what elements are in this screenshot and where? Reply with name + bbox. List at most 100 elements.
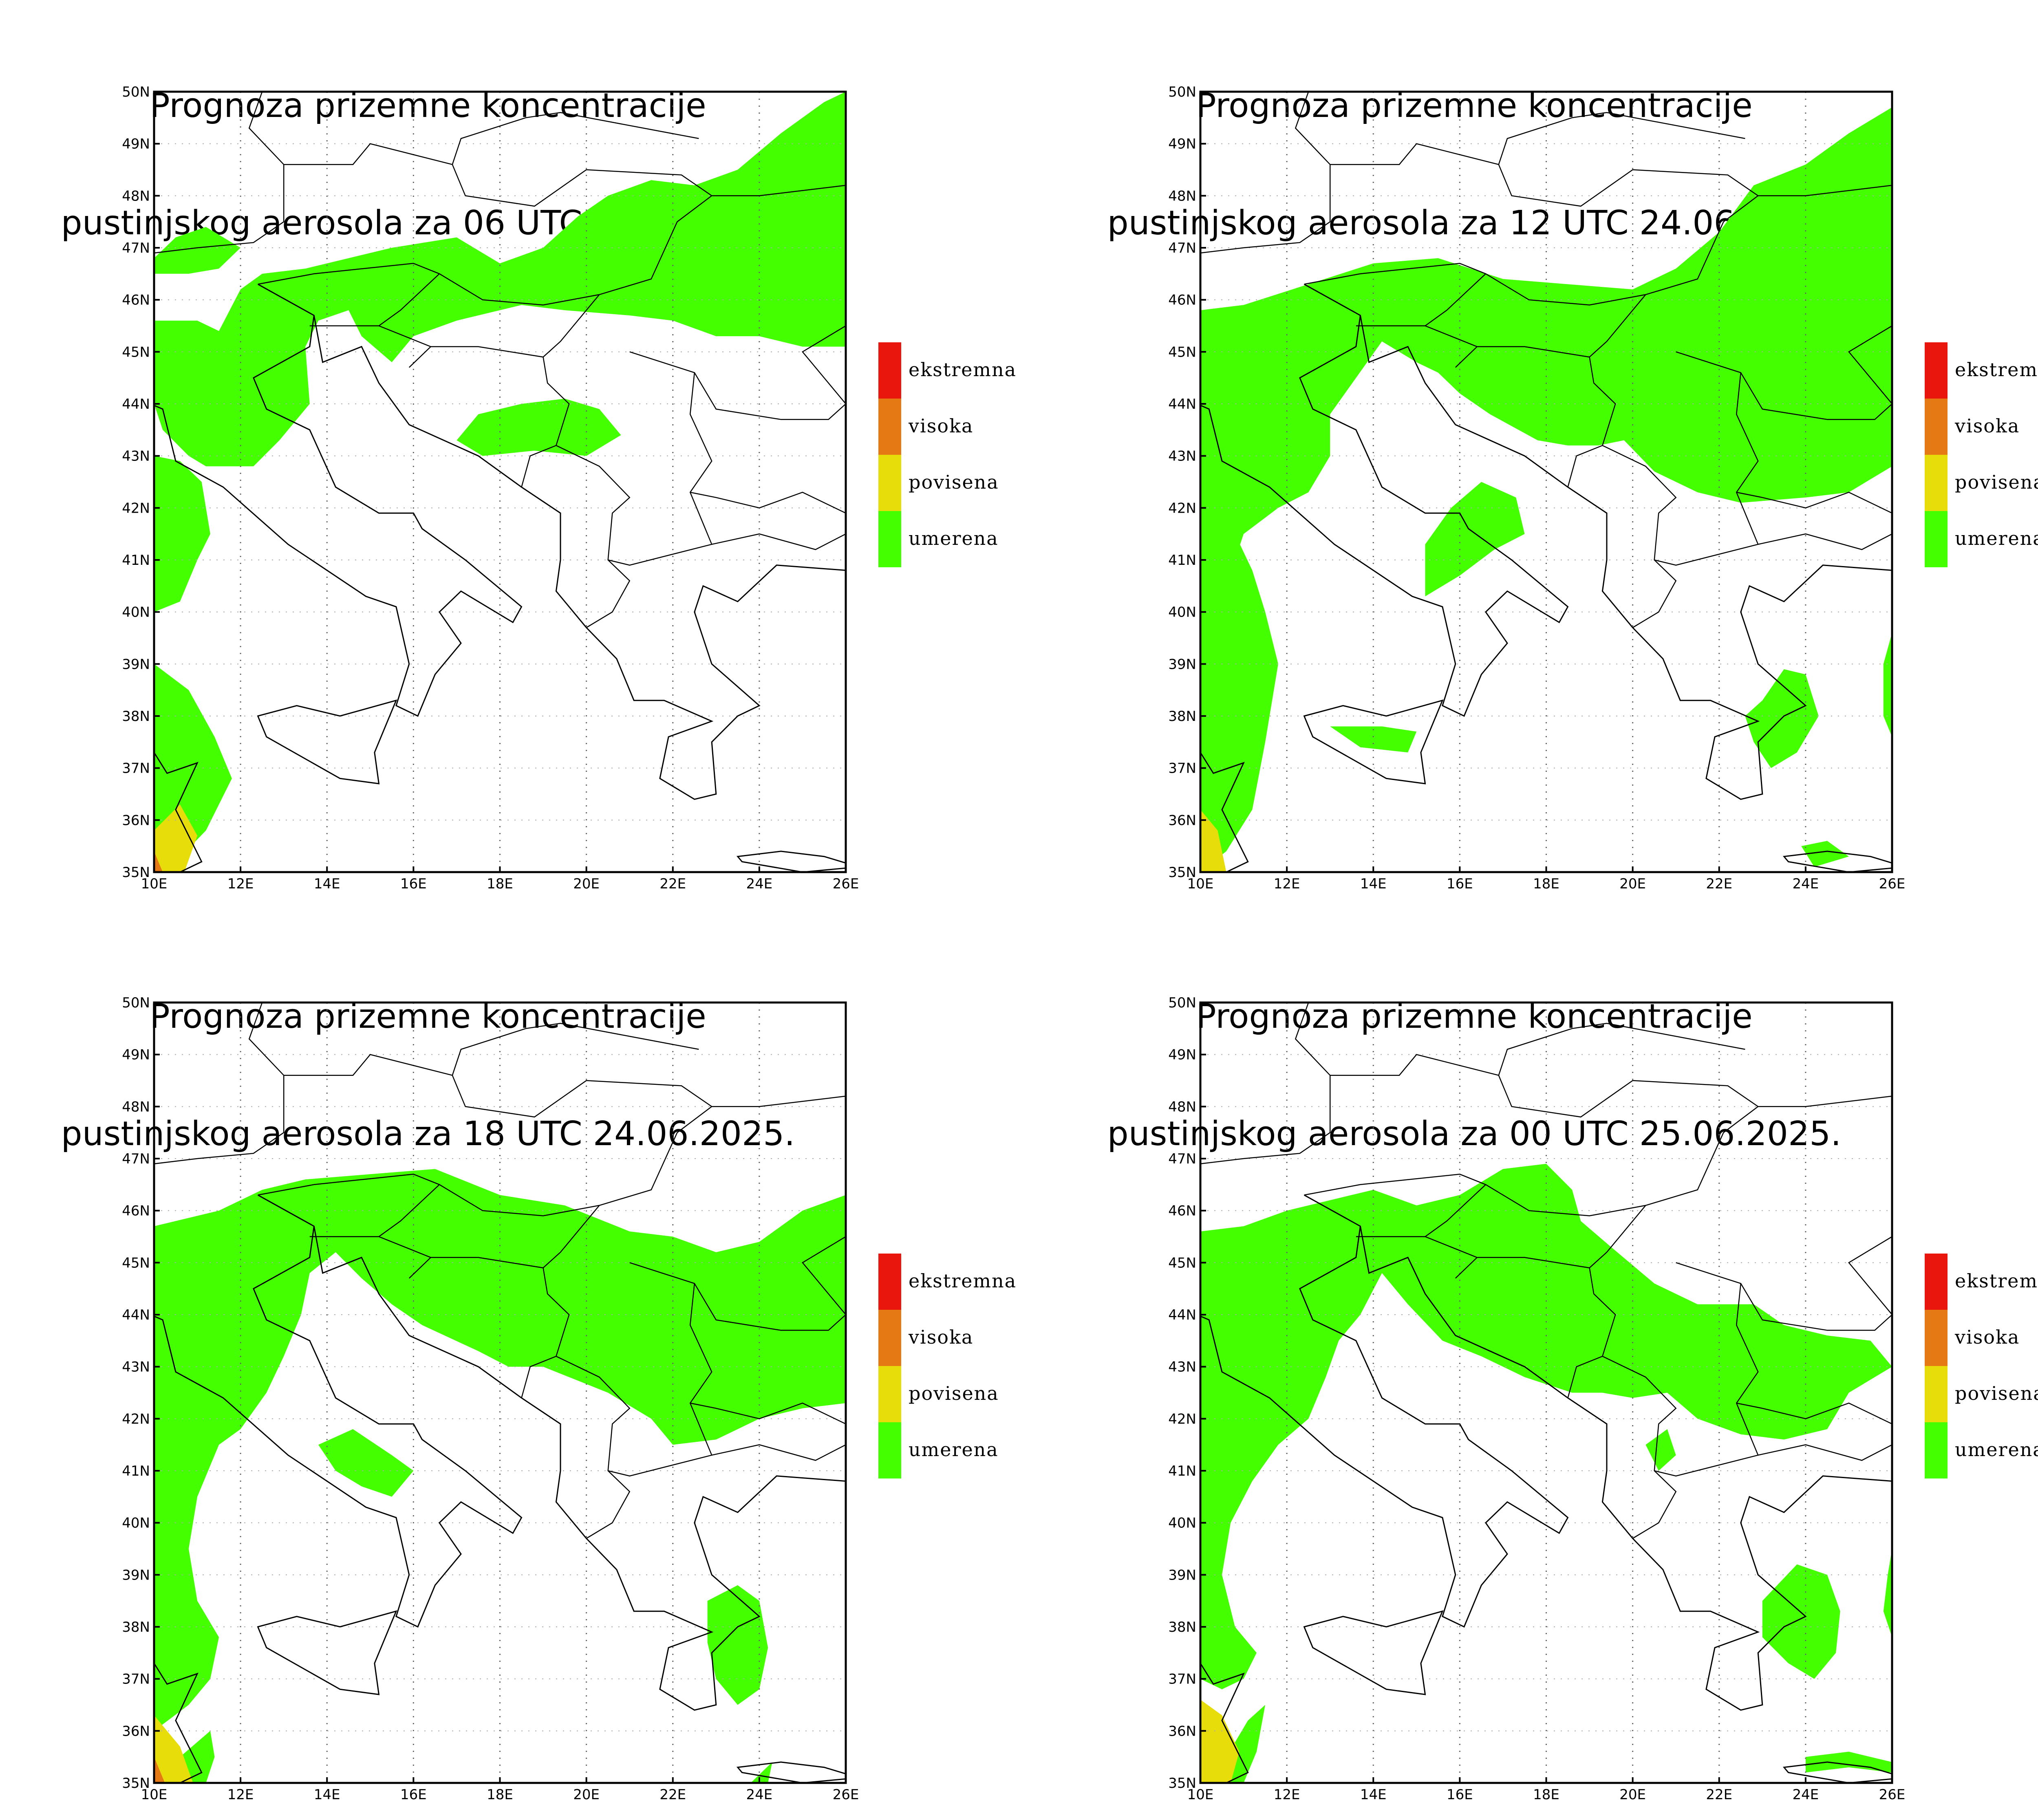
- lat-tick-label: 40N: [1168, 1515, 1196, 1531]
- country-border: [1654, 533, 1892, 566]
- country-border: [1602, 445, 1677, 628]
- coastline: [154, 1663, 203, 1783]
- lat-tick-label: 39N: [1168, 656, 1196, 672]
- lat-tick-label: 42N: [1168, 1411, 1196, 1427]
- country-border: [802, 325, 846, 404]
- lat-tick-label: 47N: [122, 240, 150, 256]
- lon-tick-label: 12E: [1274, 876, 1300, 892]
- country-border: [1200, 1003, 1331, 1165]
- lon-tick-label: 26E: [833, 1787, 859, 1803]
- lat-tick-label: 48N: [1168, 188, 1196, 204]
- country-border: [1736, 372, 1759, 545]
- lat-tick-label: 49N: [1168, 1047, 1196, 1063]
- lon-tick-label: 20E: [573, 876, 600, 892]
- forecast-map: 10E 12E 14E 16E 18E 20E 22E 24E 26E 35N 36N 37N 38N 3…: [1144, 84, 1906, 892]
- map-panel-3: Prognoza prizemne koncentracije pustinjs…: [0, 910, 1046, 1820]
- legend-label-ekstremna: ekstremna: [909, 359, 1017, 381]
- legend-swatch-visoka: [1925, 1310, 1948, 1366]
- coastline: [1200, 1194, 1569, 1628]
- country-border: [690, 1402, 846, 1425]
- lon-tick-label: 18E: [1533, 1787, 1559, 1803]
- povisena-area: [1200, 1699, 1240, 1783]
- lat-tick-label: 48N: [1168, 1099, 1196, 1115]
- legend-label-visoka: visoka: [1955, 1326, 2020, 1348]
- island-outline: [98, 456, 137, 539]
- lat-tick-label: 35N: [1168, 864, 1196, 881]
- lon-tick-label: 24E: [1793, 876, 1819, 892]
- legend-swatch-ekstremna: [1925, 342, 1948, 399]
- country-border: [284, 143, 846, 207]
- lon-tick-label: 12E: [227, 876, 254, 892]
- coastline: [313, 1226, 846, 1711]
- lat-tick-label: 40N: [122, 604, 150, 621]
- legend-swatch-povisena: [878, 455, 901, 511]
- umerena-area: [1762, 1564, 1840, 1679]
- lon-tick-label: 10E: [1187, 1787, 1214, 1803]
- legend-swatch-ekstremna: [878, 1254, 901, 1310]
- forecast-map: 10E 12E 14E 16E 18E 20E 22E 24E 26E 35N 36N 37N 38N 3…: [1144, 995, 1905, 1803]
- country-border: [1200, 92, 1331, 254]
- legend-label-visoka: visoka: [1955, 415, 2020, 437]
- country-border: [1498, 112, 1745, 165]
- lat-tick-label: 36N: [1168, 812, 1196, 828]
- country-border: [629, 351, 846, 420]
- lat-tick-label: 40N: [122, 1515, 150, 1531]
- legend-label-ekstremna: ekstremna: [1955, 1270, 2038, 1292]
- map-panel-4: Prognoza prizemne koncentracije pustinjs…: [1046, 910, 2038, 1820]
- lat-tick-label: 44N: [1168, 1307, 1196, 1323]
- island-outline: [1144, 456, 1183, 539]
- legend-swatch-umerena: [878, 1422, 901, 1478]
- coastline: [1200, 284, 1569, 717]
- lat-tick-label: 40N: [1168, 604, 1196, 621]
- country-border: [1589, 294, 1646, 358]
- lat-tick-label: 41N: [122, 1463, 150, 1479]
- lat-tick-label: 39N: [1168, 1567, 1196, 1583]
- country-border: [1498, 1022, 1745, 1076]
- country-border: [452, 112, 699, 165]
- umerena-area: [1200, 1163, 1892, 1690]
- country-border: [408, 1257, 431, 1279]
- legend-swatch-ekstremna: [878, 342, 901, 399]
- island-outline: [736, 1761, 846, 1783]
- lon-tick-label: 16E: [1447, 1787, 1473, 1803]
- legend-swatch-umerena: [1925, 1422, 1948, 1478]
- country-border: [1589, 1205, 1646, 1269]
- lat-tick-label: 42N: [122, 500, 150, 516]
- coastline: [1359, 1226, 1892, 1711]
- lat-tick-label: 39N: [122, 656, 150, 672]
- country-border: [154, 92, 285, 254]
- legend-swatch-povisena: [1925, 1366, 1948, 1422]
- umerena-area: [1330, 726, 1417, 753]
- lon-tick-label: 14E: [314, 876, 340, 892]
- country-border: [258, 195, 712, 306]
- map-panel-1: Prognoza prizemne koncentracije pustinjs…: [0, 0, 1046, 910]
- country-border: [1455, 1257, 1478, 1279]
- legend-label-umerena: umerena: [909, 527, 999, 549]
- lon-tick-label: 20E: [573, 1787, 600, 1803]
- country-border: [608, 1444, 846, 1477]
- country-border: [309, 273, 440, 326]
- coastline: [1200, 752, 1249, 872]
- forecast-map: 10E 12E 14E 16E 18E 20E 22E 24E 26E 35N 36N 37N 38N 3…: [122, 995, 859, 1803]
- lat-tick-label: 43N: [1168, 1359, 1196, 1375]
- legend-label-ekstremna: ekstremna: [1955, 359, 2038, 381]
- legend-label-ekstremna: ekstremna: [909, 1270, 1017, 1292]
- country-border: [452, 1022, 699, 1076]
- lon-tick-label: 18E: [487, 876, 513, 892]
- lat-tick-label: 46N: [122, 292, 150, 308]
- lon-tick-label: 26E: [1879, 876, 1906, 892]
- title-line-1: Prognoza prizemne koncentracije: [150, 86, 706, 125]
- island-outline: [1144, 1367, 1183, 1450]
- lat-tick-label: 38N: [1168, 708, 1196, 725]
- legend-swatch-umerena: [878, 511, 901, 567]
- visoka-area: [154, 851, 163, 872]
- forecast-map: 10E 12E 14E 16E 18E 20E 22E 24E 26E 35N 36N 37N 38N 3…: [98, 84, 859, 892]
- lat-tick-label: 35N: [1168, 1775, 1196, 1791]
- lon-tick-label: 24E: [746, 1787, 773, 1803]
- country-border: [543, 294, 600, 358]
- lat-tick-label: 49N: [122, 136, 150, 152]
- lat-tick-label: 50N: [122, 84, 150, 100]
- country-border: [690, 491, 846, 514]
- country-border: [284, 1054, 846, 1118]
- lat-tick-label: 46N: [1168, 1203, 1196, 1219]
